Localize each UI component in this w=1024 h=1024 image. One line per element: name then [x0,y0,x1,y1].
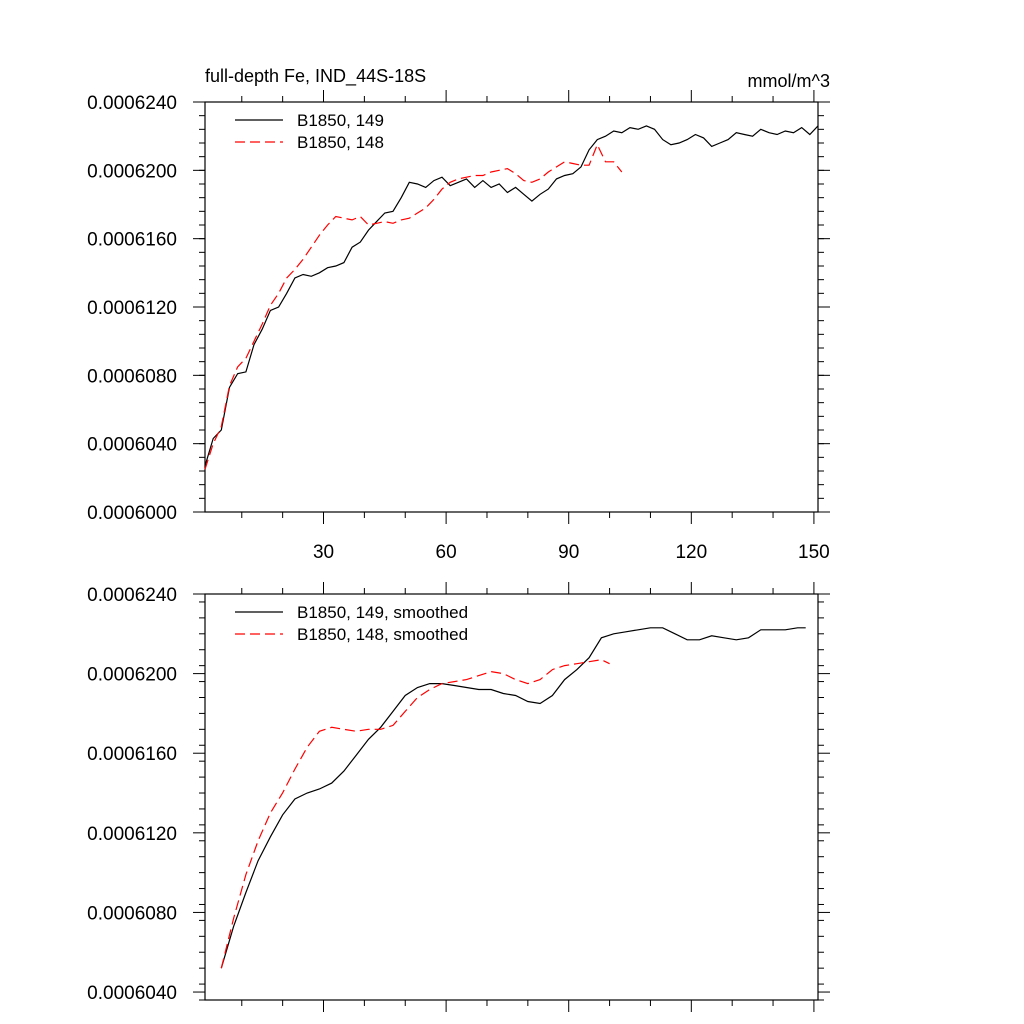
x-tick-label: 30 [313,542,334,563]
y-tick-label: 0.0006120 [87,824,177,845]
x-tick-label: 60 [436,542,457,563]
y-tick-labels: 0.0006040 0.0006080 0.0006120 0.0006160 0.00… [87,585,177,1004]
y-tick-label: 0.0006200 [87,161,177,182]
legend-label: B1850, 149, smoothed [297,603,468,622]
bottom-panel: 0.0006040 0.0006080 0.0006120 0.0006160 0.00… [87,582,830,1012]
y-tick-label: 0.0006080 [87,366,177,387]
series-lines [220,627,806,969]
series-lines [204,125,819,470]
x-tick-label: 90 [558,542,579,563]
series-line-2 [220,659,610,969]
y-tick-label: 0.0006080 [87,903,177,924]
legend-label: B1850, 148 [297,133,384,152]
y-tick-label: 0.0006160 [87,230,177,251]
chart-title: full-depth Fe, IND_44S-18S [205,66,426,87]
units-label: mmol/m^3 [748,71,830,91]
series-line-2 [204,143,623,470]
x-tick-label: 150 [798,542,830,563]
series-line-1 [220,627,806,969]
x-tick-labels: 30 60 90 120 150 [313,542,830,563]
legend-label: B1850, 148, smoothed [297,625,468,644]
legend-label: B1850, 149 [297,111,384,130]
y-tick-label: 0.0006040 [87,435,177,456]
y-tick-label: 0.0006120 [87,298,177,319]
plot-frame [204,101,819,513]
y-tick-label: 0.0006160 [87,744,177,765]
x-tick-label: 120 [675,542,707,563]
y-tick-label: 0.0006200 [87,665,177,686]
legend: B1850, 149 B1850, 148 [235,111,384,152]
series-line-1 [204,125,819,467]
plot-frame [204,593,819,1001]
axis-ticks [193,582,830,1012]
y-tick-label: 0.0006240 [87,93,177,114]
legend: B1850, 149, smoothed B1850, 148, smoothed [235,603,468,644]
y-tick-label: 0.0006240 [87,585,177,606]
y-tick-label: 0.0006040 [87,983,177,1004]
y-tick-labels: 0.0006000 0.0006040 0.0006080 0.0006120 0.00… [87,93,177,524]
axis-ticks [193,90,830,524]
top-panel: full-depth Fe, IND_44S-18S mmol/m^3 0.00… [87,66,830,563]
y-tick-label: 0.0006000 [87,503,177,524]
